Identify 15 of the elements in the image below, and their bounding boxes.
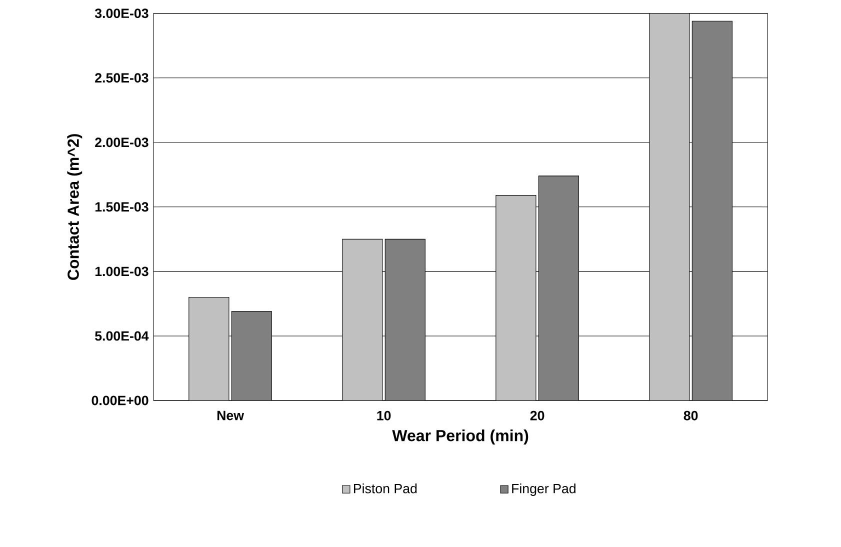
x-tick-label: New — [217, 410, 244, 420]
y-tick-label: 1.50E-03 — [95, 202, 148, 212]
y-axis-title: Contact Area (m^2) — [67, 134, 82, 280]
legend-label: Piston Pad — [354, 483, 417, 494]
y-tick-label: 2.50E-03 — [95, 72, 148, 82]
y-tick-label: 2.00E-03 — [95, 138, 148, 147]
y-tick-label: 0.00E+00 — [92, 396, 148, 406]
x-tick-label: 80 — [684, 410, 698, 420]
y-tick-label: 3.00E-03 — [94, 8, 148, 18]
y-tick-label: 1.00E-03 — [95, 266, 148, 276]
legend-label: Finger Pad — [512, 483, 576, 496]
x-tick-label: 10 — [377, 410, 391, 420]
y-tick-label: 5.00E-04 — [95, 331, 149, 341]
x-axis-title: Wear Period (min) — [392, 429, 528, 444]
x-tick-label: 20 — [530, 410, 544, 420]
